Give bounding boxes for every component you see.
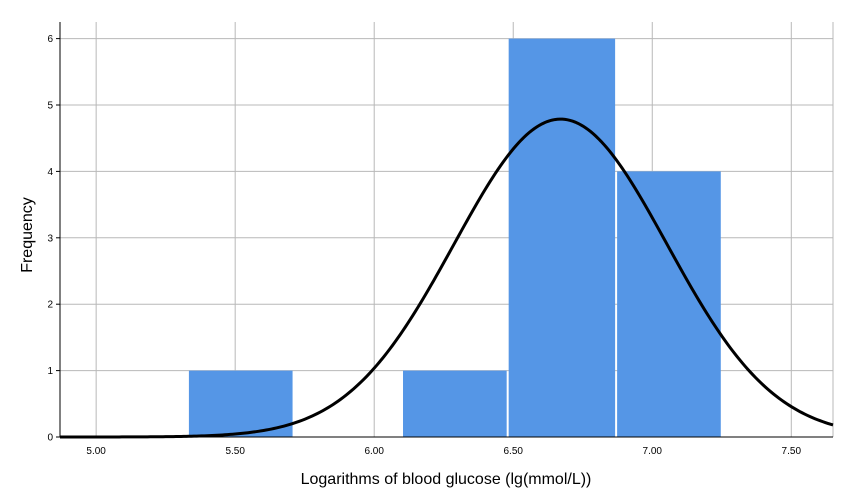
x-tick-label: 7.50: [782, 446, 802, 457]
histogram-bar: [508, 38, 616, 437]
y-tick-label: 4: [47, 167, 53, 178]
x-tick-label: 6.50: [503, 446, 523, 457]
y-tick-label: 2: [47, 300, 53, 311]
histogram-bar: [617, 171, 721, 437]
x-axis-title: Logarithms of blood glucose (lg(mmol/L)): [301, 471, 592, 488]
x-tick-label: 5.50: [225, 446, 245, 457]
x-tick-label: 7.00: [643, 446, 663, 457]
normal-curve: [60, 117, 834, 439]
y-tick-label: 3: [47, 233, 53, 244]
y-tick-label: 1: [47, 366, 53, 377]
x-tick-label: 6.00: [364, 446, 384, 457]
histogram-bar: [188, 370, 293, 437]
y-tick-label: 0: [47, 433, 53, 444]
histogram-bars: [188, 38, 721, 437]
y-tick-labels: 0 1 2 3 4 5 6: [47, 34, 53, 443]
histogram-bar: [403, 370, 507, 437]
y-axis-title: Frequency: [19, 197, 36, 273]
y-tick-label: 5: [47, 101, 53, 112]
x-tick-label: 5.00: [86, 446, 106, 457]
x-tick-labels: 5.00 5.50 6.00 6.50 7.00 7.50: [86, 446, 801, 457]
y-tick-label: 6: [47, 34, 53, 45]
axes: [59, 22, 833, 438]
